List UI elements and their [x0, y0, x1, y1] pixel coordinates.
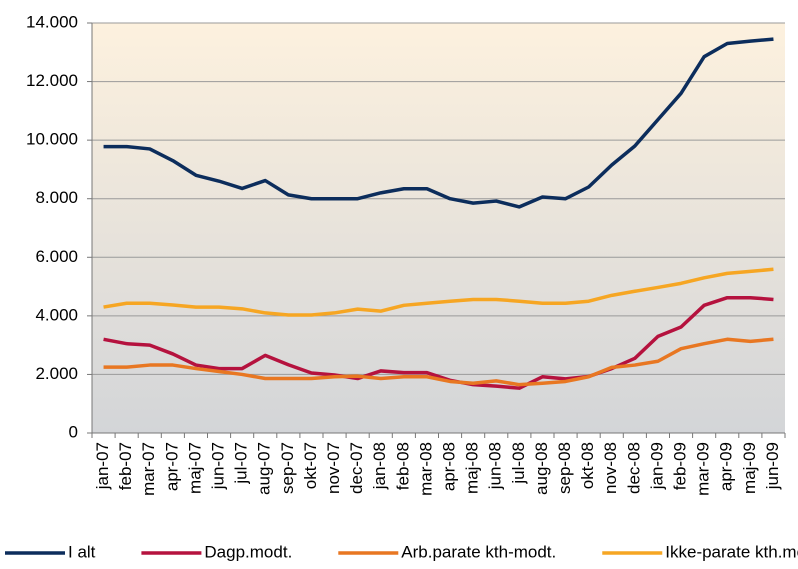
y-tick-label: 0	[69, 422, 78, 441]
y-tick-label: 12.000	[26, 71, 78, 90]
x-tick-label: sep-07	[278, 442, 297, 494]
series-line	[103, 337, 774, 387]
x-tick-label: dec-07	[347, 442, 366, 494]
y-tick-label: 2.000	[35, 364, 78, 383]
x-tick-label: jan-07	[93, 442, 112, 490]
x-tick-label: nov-07	[324, 442, 343, 494]
x-tick-label: aug-07	[255, 442, 274, 495]
x-tick-label: mar-08	[416, 442, 435, 496]
x-tick-label: feb-07	[116, 442, 135, 490]
x-tick-label: jan-09	[647, 442, 666, 490]
x-tick-label: mar-07	[139, 442, 158, 496]
x-tick-label: jun-07	[209, 442, 228, 490]
y-tick-label: 6.000	[35, 247, 78, 266]
x-tick-label: jul-08	[509, 442, 528, 485]
x-tick-label: apr-08	[440, 442, 459, 491]
x-tick-label: maj-08	[463, 442, 482, 494]
x-tick-label: apr-07	[162, 442, 181, 491]
x-tick-label: jun-08	[486, 442, 505, 490]
series-line	[103, 267, 774, 317]
x-tick-label: feb-09	[671, 442, 690, 490]
legend-label: Arb.parate kth-modt.	[401, 542, 556, 561]
series-line	[103, 295, 774, 390]
x-tick-label: nov-08	[601, 442, 620, 494]
y-tick-label: 14.000	[26, 12, 78, 31]
x-tick-label: aug-08	[532, 442, 551, 495]
y-tick-label: 10.000	[26, 130, 78, 149]
x-tick-label: dec-08	[624, 442, 643, 494]
x-tick-label: jan-08	[370, 442, 389, 490]
y-tick-label: 4.000	[35, 305, 78, 324]
x-tick-label: apr-09	[717, 442, 736, 491]
x-tick-label: jun-09	[763, 442, 782, 490]
y-tick-label: 8.000	[35, 188, 78, 207]
x-tick-label: maj-09	[740, 442, 759, 494]
x-tick-label: maj-07	[185, 442, 204, 494]
x-tick-label: okt-08	[578, 442, 597, 489]
series-line	[103, 37, 774, 209]
x-tick-label: sep-08	[555, 442, 574, 494]
plot-area	[92, 23, 785, 433]
legend-label: Ikke-parate kth.modt.	[665, 542, 798, 561]
legend-label: Dagp.modt.	[204, 542, 292, 561]
x-tick-label: mar-09	[694, 442, 713, 496]
x-tick-label: jul-07	[232, 442, 251, 485]
x-tick-label: okt-07	[301, 442, 320, 489]
x-tick-label: feb-08	[393, 442, 412, 490]
legend-label: I alt	[68, 542, 96, 561]
